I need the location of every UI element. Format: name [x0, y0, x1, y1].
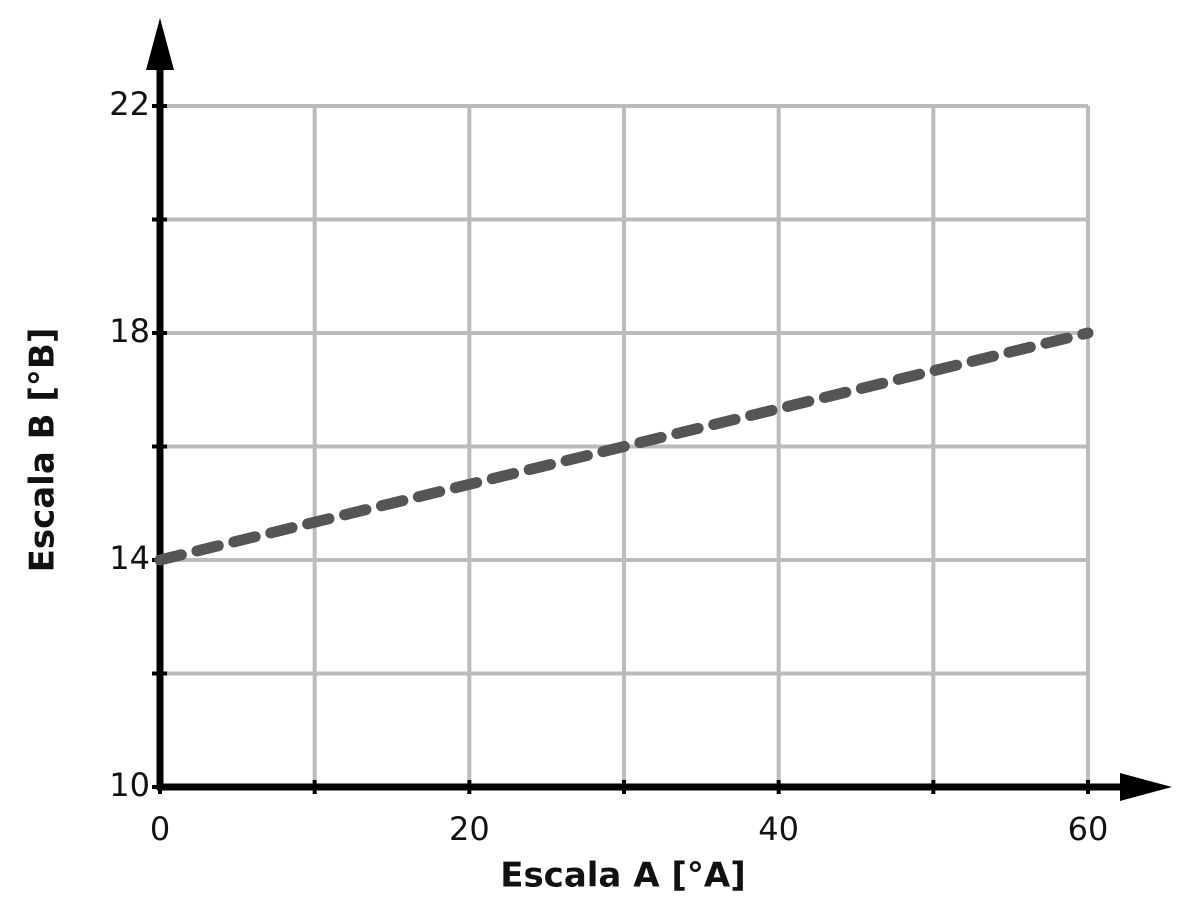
x-tick-label: 40 — [758, 810, 799, 848]
y-tick-label: 18 — [109, 312, 150, 350]
y-tick-label: 14 — [109, 539, 150, 577]
x-tick-label: 0 — [150, 810, 170, 848]
y-tick-label: 10 — [109, 766, 150, 804]
x-axis-arrow — [1120, 773, 1172, 801]
data-line — [154, 327, 1094, 566]
x-axis-title: Escala A [°A] — [500, 856, 746, 896]
y-axis-arrow — [146, 18, 174, 70]
x-tick-label: 20 — [449, 810, 490, 848]
x-tick-label: 60 — [1068, 810, 1109, 848]
y-tick-label: 22 — [109, 85, 150, 123]
y-axis-title: Escala B [°B] — [23, 328, 63, 573]
